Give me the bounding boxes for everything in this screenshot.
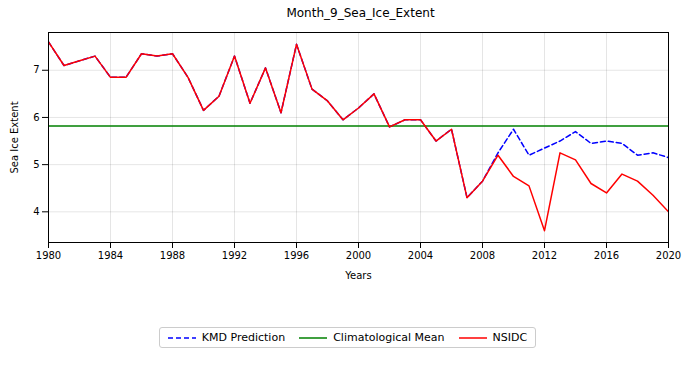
- svg-text:Sea Ice Extent: Sea Ice Extent: [9, 101, 20, 173]
- svg-text:2012: 2012: [532, 250, 557, 261]
- svg-text:1996: 1996: [284, 250, 309, 261]
- html-text:NSIDC: NSIDC: [492, 331, 528, 344]
- svg-text:Years: Years: [344, 270, 371, 281]
- svg-text:4: 4: [33, 206, 39, 217]
- svg-text:2016: 2016: [594, 250, 619, 261]
- html-text:Climatological Mean: Climatological Mean: [333, 331, 445, 344]
- svg-text:2004: 2004: [408, 250, 433, 261]
- html-text:Month_9_Sea_Ice_Extent: Month_9_Sea_Ice_Extent: [286, 6, 435, 20]
- svg-text:1980: 1980: [36, 250, 61, 261]
- svg-text:2020: 2020: [656, 250, 681, 261]
- svg-text:7: 7: [33, 64, 39, 75]
- svg-text:2008: 2008: [470, 250, 495, 261]
- svg-text:6: 6: [33, 112, 39, 123]
- svg-text:1988: 1988: [160, 250, 185, 261]
- html-text:KMD Prediction: KMD Prediction: [201, 331, 286, 344]
- svg-text:1992: 1992: [222, 250, 247, 261]
- svg-text:1984: 1984: [98, 250, 123, 261]
- svg-text:2000: 2000: [346, 250, 371, 261]
- svg-text:5: 5: [33, 159, 39, 170]
